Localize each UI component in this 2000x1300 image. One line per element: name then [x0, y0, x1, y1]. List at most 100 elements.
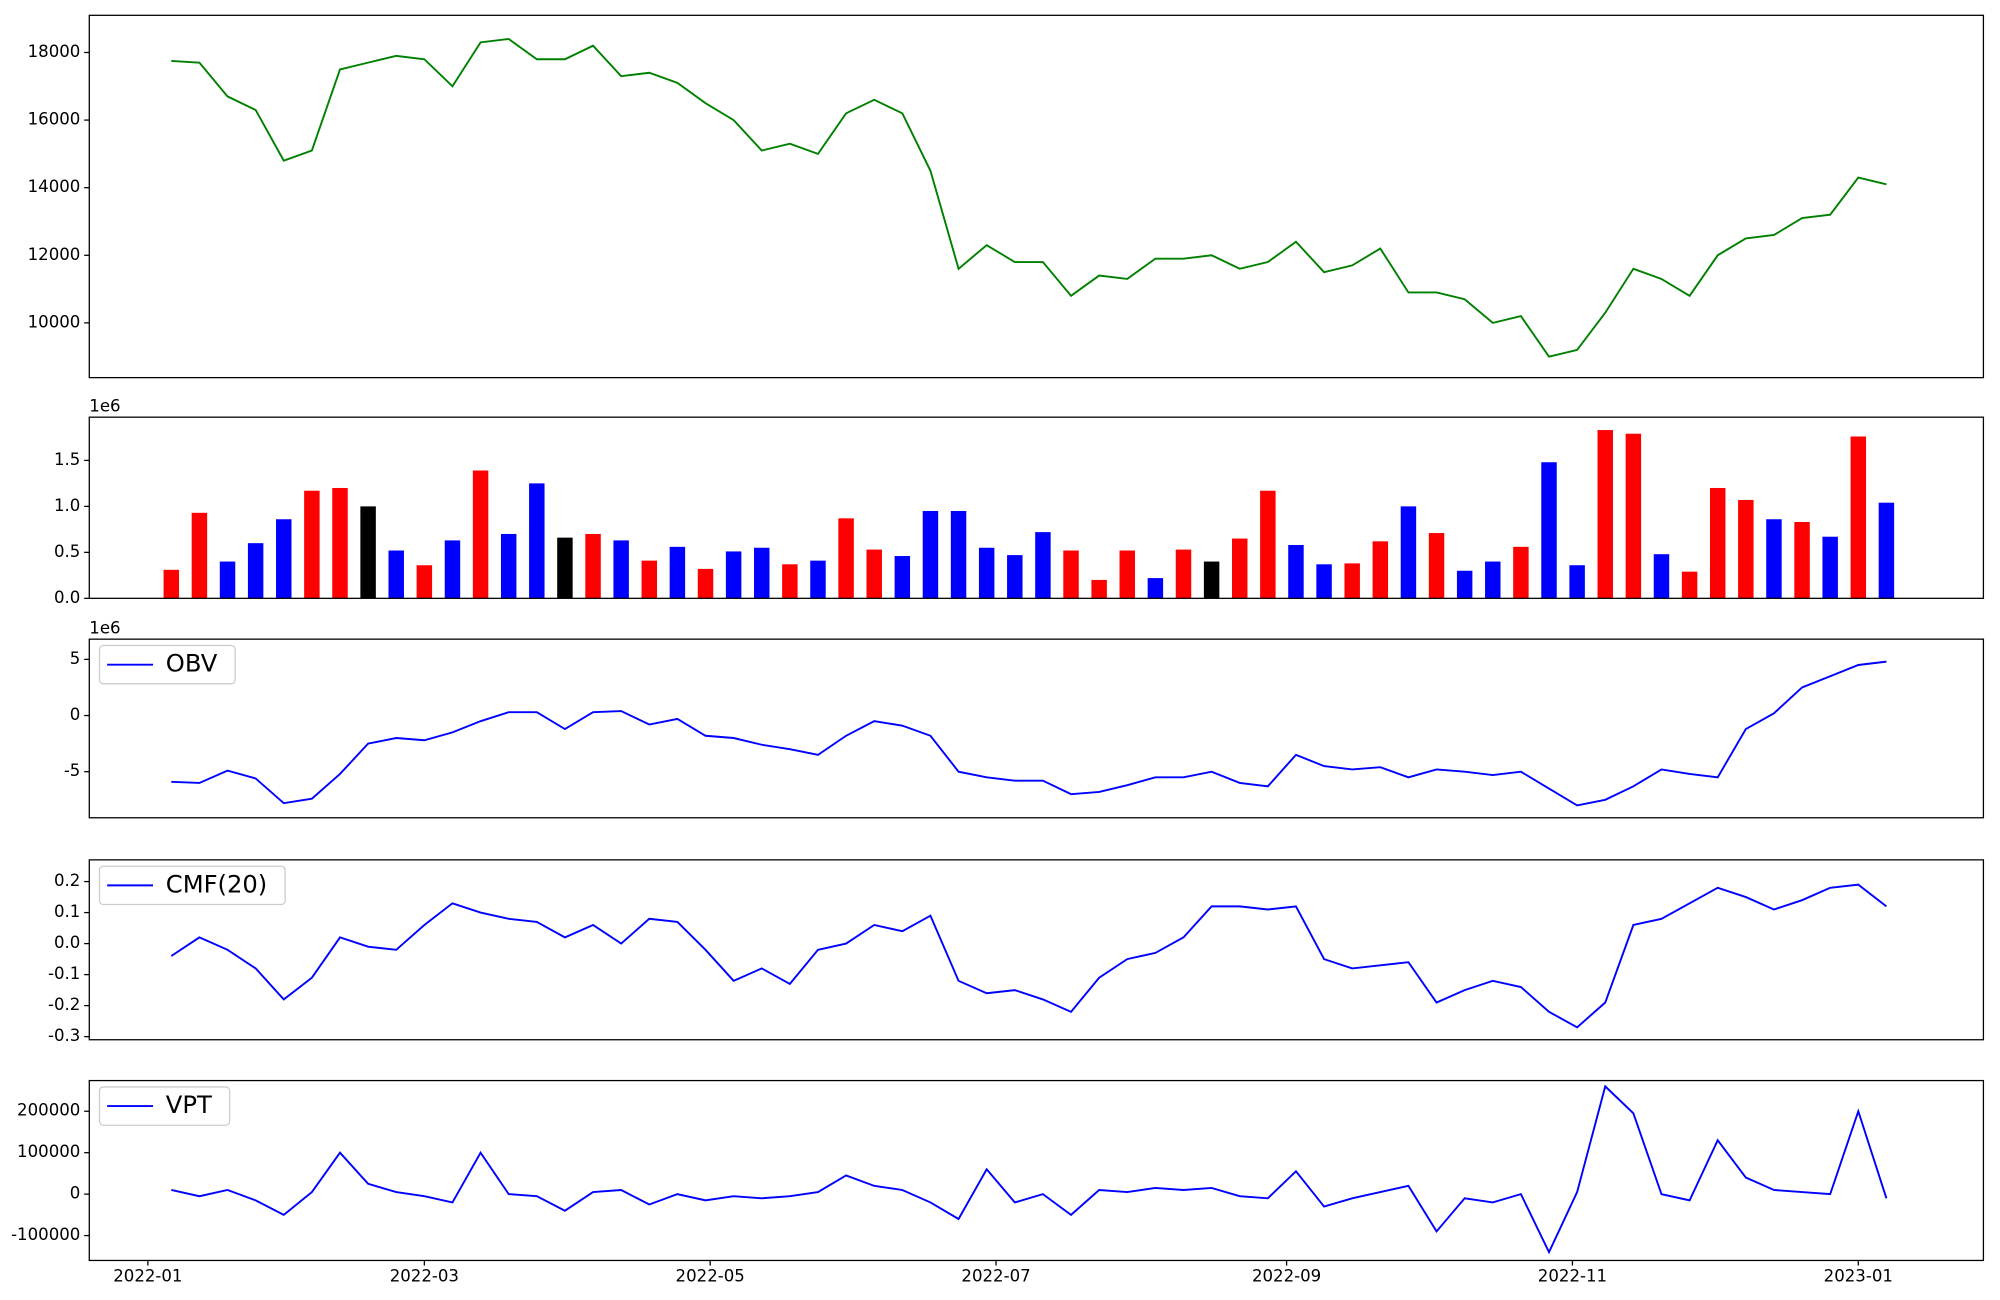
bar — [191, 512, 208, 599]
panel: -100000 0 100000 200000 2022-01 2022-03 2022-0… — [11, 1079, 1985, 1286]
line — [171, 1084, 1888, 1255]
bar — [1513, 546, 1529, 599]
y-tick-label: 0 — [70, 1184, 81, 1203]
plot-frame — [88, 638, 1985, 819]
plot-frame — [88, 14, 1985, 379]
bar — [219, 561, 236, 599]
legend: OBV — [98, 644, 236, 685]
line — [171, 37, 1887, 358]
bar — [1007, 555, 1023, 599]
x-tick-label: 2023-01 — [1824, 1267, 1893, 1286]
bar — [1231, 538, 1248, 599]
y-tick-label: 0.0 — [54, 933, 80, 952]
x-tick-label: 2022-07 — [961, 1267, 1030, 1286]
panel: -5 0 5 1e6 OBV — [64, 618, 1985, 819]
bar — [810, 560, 826, 599]
bar — [1091, 579, 1107, 599]
plot-frame — [88, 1079, 1985, 1262]
bar — [1850, 436, 1867, 599]
bar — [950, 510, 967, 599]
bar — [557, 537, 573, 599]
y-tick-label: 5 — [70, 649, 81, 668]
bar — [1653, 554, 1670, 599]
bar — [472, 470, 489, 599]
bar — [1822, 536, 1838, 599]
bar — [1569, 565, 1585, 599]
bar — [978, 547, 995, 599]
y-tick-label: 0 — [70, 705, 81, 724]
legend-label: VPT — [166, 1091, 212, 1119]
bar — [500, 533, 517, 599]
y-offset-label: 1e6 — [89, 618, 120, 637]
bar — [754, 547, 770, 599]
bar — [332, 487, 348, 599]
y-tick-label: 0.1 — [54, 902, 80, 921]
bar — [276, 519, 292, 599]
y-tick-label: 0.5 — [54, 542, 80, 561]
panel: -0.3 -0.2 -0.1 0.0 0.1 0.2 CMF(20) — [48, 859, 1985, 1045]
legend: CMF(20) — [98, 865, 286, 906]
y-tick-label: -100000 — [11, 1225, 80, 1244]
y-tick-label: 1.5 — [54, 450, 80, 469]
y-tick-label: 200000 — [17, 1101, 80, 1120]
bar — [247, 543, 264, 599]
y-tick-label: 12000 — [28, 245, 81, 264]
bar — [866, 549, 882, 599]
bar — [894, 556, 911, 599]
bar — [1428, 533, 1445, 599]
bar — [388, 550, 404, 599]
bar — [1400, 506, 1417, 599]
bar — [1485, 561, 1501, 599]
bar — [782, 564, 798, 599]
legend-label: OBV — [166, 650, 218, 678]
bar — [1794, 522, 1810, 599]
y-tick-label: -0.3 — [48, 1026, 80, 1045]
legend-box — [98, 644, 236, 685]
line — [171, 660, 1887, 807]
bar — [1147, 578, 1164, 599]
x-tick-label: 2022-09 — [1252, 1267, 1321, 1286]
bar — [304, 490, 320, 599]
bar — [1035, 532, 1051, 599]
legend: VPT — [98, 1086, 231, 1126]
bar — [1119, 550, 1135, 599]
bar — [1372, 541, 1389, 599]
bar — [529, 483, 545, 599]
bar — [1878, 502, 1895, 599]
y-tick-label: 0.0 — [54, 588, 80, 607]
plot-frame — [88, 859, 1985, 1041]
bar — [1316, 564, 1332, 599]
bar — [1681, 571, 1698, 599]
bar — [641, 560, 658, 599]
line — [170, 883, 1888, 1029]
y-tick-label: 100000 — [17, 1142, 80, 1161]
legend-label: CMF(20) — [166, 870, 267, 898]
bar — [838, 518, 854, 599]
legend-box — [98, 1086, 231, 1126]
panel: 0.0 0.5 1.0 1.5 1e6 — [54, 396, 1985, 607]
x-tick-label: 2022-01 — [113, 1267, 182, 1286]
bar — [1203, 561, 1220, 599]
bar — [416, 565, 433, 599]
bar — [163, 569, 180, 599]
bar — [1260, 490, 1276, 599]
bar — [613, 540, 629, 599]
y-tick-label: 14000 — [28, 177, 81, 196]
bar — [669, 546, 686, 599]
bar — [1063, 550, 1079, 599]
x-tick-label: 2022-05 — [676, 1267, 745, 1286]
bar — [1625, 433, 1642, 599]
y-tick-label: 18000 — [28, 42, 81, 61]
plot-frame — [88, 416, 1985, 599]
x-tick-label: 2022-03 — [390, 1267, 459, 1286]
y-tick-label: -5 — [64, 761, 81, 780]
bar — [1709, 487, 1726, 599]
y-tick-label: -0.2 — [48, 995, 80, 1014]
y-offset-label: 1e6 — [89, 396, 120, 415]
panel: 10000 12000 14000 16000 18000 — [28, 14, 1985, 379]
legend-box — [98, 865, 286, 906]
bar — [1456, 570, 1473, 599]
y-tick-label: 16000 — [28, 110, 81, 129]
bar — [922, 510, 939, 599]
